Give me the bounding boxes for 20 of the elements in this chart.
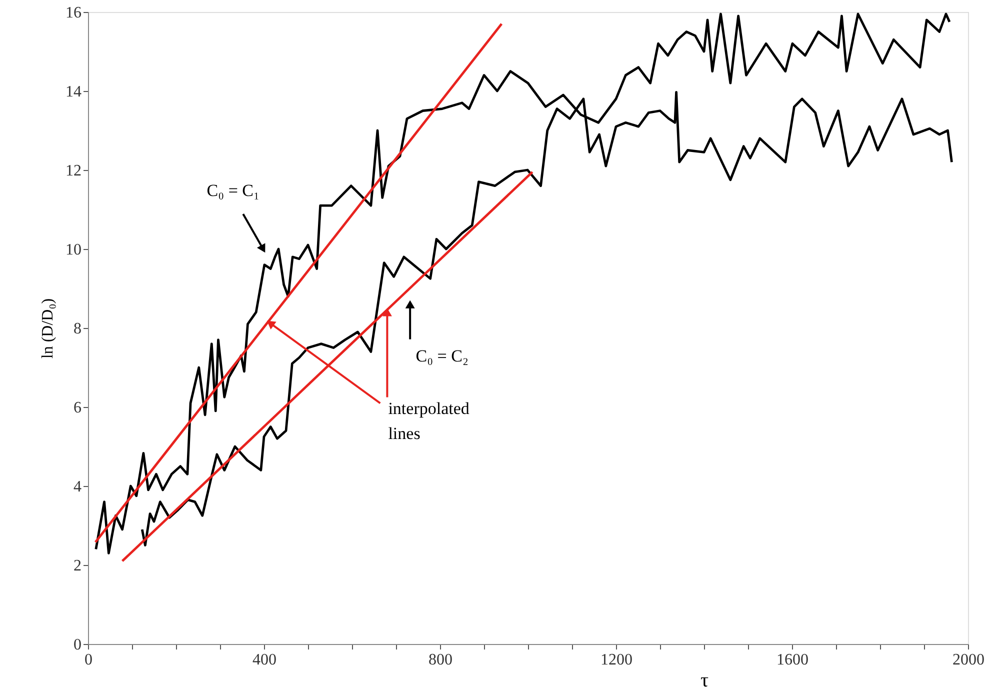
y-tick-label: 6 — [74, 400, 82, 416]
y-tick-label: 2 — [74, 558, 82, 574]
annotation: C₀ = C₁ — [206, 181, 260, 200]
x-axis-title: τ — [700, 670, 709, 692]
y-tick-label: 12 — [66, 162, 82, 180]
annotation: interpolated lines — [388, 399, 470, 444]
y-tick-label: 16 — [66, 4, 82, 22]
x-tick-label: 1200 — [600, 652, 632, 668]
y-tick-label: 0 — [74, 636, 82, 654]
x-tick-label: 800 — [428, 652, 452, 668]
y-tick-label: 10 — [66, 242, 82, 258]
x-tick-label: 400 — [252, 652, 276, 668]
x-tick-label: 1600 — [776, 652, 808, 668]
y-tick-label: 8 — [74, 320, 82, 338]
y-tick-label: 14 — [66, 84, 82, 100]
y-axis-title: ln (D/D₀) — [40, 298, 56, 359]
x-tick-label: 0 — [84, 652, 92, 668]
x-tick-label: 2000 — [952, 652, 984, 668]
annotation: C₀ = C₂ — [416, 346, 468, 366]
y-tick-label: 4 — [74, 478, 82, 496]
